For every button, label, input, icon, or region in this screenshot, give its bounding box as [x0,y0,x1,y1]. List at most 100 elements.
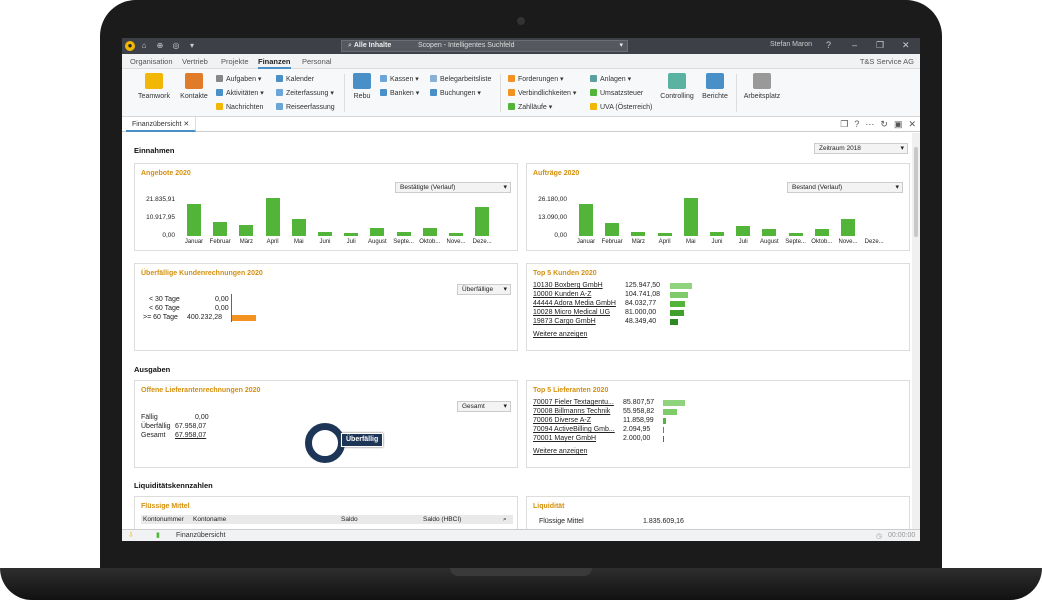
col-kontonummer[interactable]: Kontonummer [143,516,184,523]
list-item-name[interactable]: 70001 Mayer GmbH [533,435,597,442]
kontakte-button[interactable]: Kontakte [178,73,210,100]
col-saldo[interactable]: Saldo [341,516,358,523]
chart-bar[interactable] [318,232,332,236]
list-item-name[interactable]: 10130 Boxberg GmbH [533,282,603,289]
aktivitaeten-button[interactable]: Aktivitäten ▾ [216,89,264,97]
chart-bar[interactable] [657,233,672,236]
menu-organisation[interactable]: Organisation [130,57,173,66]
list-item-name[interactable]: 70094 ActiveBilling Gmb... [533,426,615,433]
list-item-name[interactable]: 70008 Billmanns Technik [533,408,611,415]
col-saldo-hbci[interactable]: Saldo (HBCI) [423,516,462,523]
teamwork-button[interactable]: Teamwork [136,73,172,100]
uva-button[interactable]: UVA (Österreich) [590,103,652,111]
chart-bar[interactable] [213,222,228,236]
globe-icon[interactable]: ◎ [172,41,180,50]
chart-bar[interactable] [605,223,620,236]
list-item-name[interactable]: 10028 Micro Medical UG [533,309,611,316]
aufgaben-button[interactable]: Aufgaben ▾ [216,75,261,83]
kunden-more-link[interactable]: Weitere anzeigen [533,331,588,338]
window-icon[interactable]: ❐ [840,119,849,129]
chart-bar[interactable] [710,232,724,236]
chart-bar[interactable] [814,229,829,236]
search-scope[interactable]: Alle Inhalte [353,42,392,49]
search-field[interactable]: ⌕ Alle Inhalte Scopen - Intelligentes Su… [341,40,628,52]
row-value[interactable]: 67.958,07 [175,432,207,439]
kalender-button[interactable]: Kalender [276,75,314,83]
donut-chart[interactable] [305,423,345,463]
chart-bar[interactable] [475,207,490,236]
col-kontoname[interactable]: Kontoname [193,516,227,523]
zeiterfassung-button[interactable]: Zeiterfassung ▾ [276,89,334,97]
lieferanten-more-link[interactable]: Weitere anzeigen [533,448,588,455]
nachrichten-button[interactable]: Nachrichten [216,103,263,111]
chart-bar[interactable] [449,233,463,236]
auftraege-filter-dropdown[interactable]: Bestand (Verlauf) [787,182,903,193]
chart-bar[interactable] [422,228,437,236]
rebu-button[interactable]: Rebu [350,73,374,100]
menu-vertrieb[interactable]: Vertrieb [182,57,208,66]
list-item-name[interactable]: 70006 Diverse A-Z [533,417,591,424]
minimize-icon[interactable]: – [852,40,858,50]
notification-icon[interactable]: ⇩ [128,532,134,539]
chart-bar[interactable] [841,219,855,236]
menu-personal[interactable]: Personal [302,57,332,66]
verbindlichkeiten-button[interactable]: Verbindlichkeiten ▾ [508,89,576,97]
chart-bar[interactable] [762,229,777,236]
lock-icon[interactable]: ⌂ [141,41,147,50]
add-icon[interactable]: ⊕ [156,41,164,50]
refresh-icon[interactable]: ↻ [880,119,888,129]
user-name[interactable]: Stefan Maron [770,41,813,48]
zahllaeufe-button[interactable]: Zahlläufe ▾ [508,103,552,111]
angebote-filter-dropdown[interactable]: Bestätigte (Verlauf) [395,182,511,193]
close-icon[interactable]: ✕ [908,119,916,129]
offene-filter-dropdown[interactable]: Gesamt [457,401,511,412]
chart-bar[interactable] [239,225,254,236]
umsatzsteuer-button[interactable]: Umsatzsteuer [590,89,643,97]
buchungen-button[interactable]: Buchungen ▾ [430,89,481,97]
quick-menu-icon[interactable]: ▾ [189,41,194,50]
chart-bar[interactable] [788,233,803,236]
chart-bar[interactable] [683,198,698,236]
zeitraum-dropdown[interactable]: Zeitraum 2018 [814,143,908,154]
help-icon[interactable]: ? [826,40,832,50]
company-selector[interactable]: T&S Service AG [859,57,914,66]
chart-bar[interactable] [579,204,593,236]
belegarbeitsliste-button[interactable]: Belegarbeitsliste [430,75,491,83]
chart-bar[interactable] [736,226,751,236]
ueberfaellig-filter-dropdown[interactable]: Überfällige [457,284,511,295]
chart-bar[interactable] [265,198,280,236]
chart-bar[interactable] [370,228,385,236]
kassen-button[interactable]: Kassen ▾ [380,75,419,83]
list-item-name[interactable]: 44444 Adora Media GmbH [533,300,616,307]
app-logo-icon[interactable]: ● [125,41,135,51]
list-item-name[interactable]: 10000 Kunden A-Z [533,291,592,298]
save-icon[interactable]: ▣ [893,119,903,129]
scrollbar-thumb[interactable] [914,147,918,237]
menu-projekte[interactable]: Projekte [221,57,249,66]
menu-finanzen[interactable]: Finanzen [258,57,291,69]
list-item-name[interactable]: 70007 Fieler Textagentu... [533,399,614,406]
maximize-icon[interactable]: ❐ [876,40,885,50]
vertical-scrollbar[interactable] [912,133,920,529]
search-icon[interactable]: ⌕ [503,516,507,523]
x-tick-label: Januar [576,239,596,245]
berichte-button[interactable]: Berichte [700,73,730,100]
chart-bar[interactable] [291,219,306,236]
more-icon[interactable]: ⋯ [865,119,875,129]
controlling-button[interactable]: Controlling [658,73,696,100]
chart-bar[interactable] [344,233,359,236]
arbeitsplatz-button[interactable]: Arbeitsplatz [740,73,784,100]
forderungen-button[interactable]: Forderungen ▾ [508,75,564,83]
anlagen-button[interactable]: Anlagen ▾ [590,75,631,83]
close-tab-icon[interactable]: ✕ [183,121,190,128]
list-item-name[interactable]: 19873 Cargo GmbH [533,318,596,325]
chart-bar[interactable] [631,232,646,236]
banken-button[interactable]: Banken ▾ [380,89,419,97]
chevron-down-icon[interactable]: ▾ [619,42,623,49]
reiseerfassung-button[interactable]: Reiseerfassung [276,103,335,111]
chart-bar[interactable] [187,204,201,236]
close-icon[interactable]: ✕ [902,40,910,50]
help-icon[interactable]: ? [854,119,860,129]
chart-bar[interactable] [396,232,411,236]
tab-finanzuebersicht[interactable]: Finanzübersicht ✕ [126,117,197,132]
